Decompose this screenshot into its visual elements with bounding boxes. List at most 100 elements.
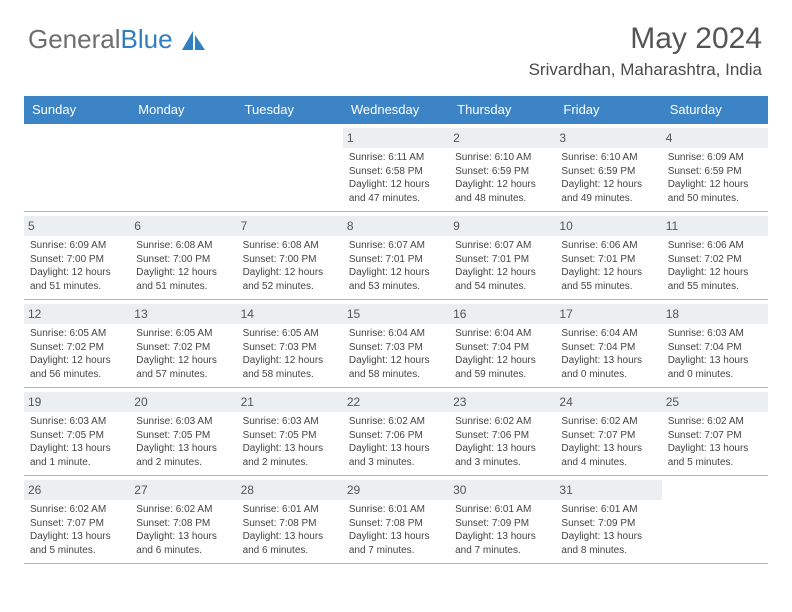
calendar-header-cell: Wednesday	[343, 96, 449, 124]
day-detail-line: Daylight: 12 hours	[136, 354, 230, 368]
calendar-header-cell: Sunday	[24, 96, 130, 124]
day-number: 5	[24, 216, 130, 236]
day-detail-line: Sunrise: 6:02 AM	[561, 415, 655, 429]
day-detail-line: and 59 minutes.	[455, 368, 549, 382]
day-number: 23	[449, 392, 555, 412]
day-number: 16	[449, 304, 555, 324]
day-detail-line: Sunrise: 6:02 AM	[30, 503, 124, 517]
day-details: Sunrise: 6:11 AMSunset: 6:58 PMDaylight:…	[349, 151, 443, 205]
calendar-day: 10Sunrise: 6:06 AMSunset: 7:01 PMDayligh…	[555, 212, 661, 299]
day-detail-line: Sunset: 7:05 PM	[136, 429, 230, 443]
calendar-header-cell: Friday	[555, 96, 661, 124]
day-detail-line: Daylight: 12 hours	[349, 178, 443, 192]
day-detail-line: Daylight: 12 hours	[136, 266, 230, 280]
calendar: SundayMondayTuesdayWednesdayThursdayFrid…	[24, 96, 768, 564]
calendar-day: 30 Sunrise: 6:01 AMSunset: 7:09 PMDayligh…	[449, 476, 555, 563]
day-details: Sunrise: 6:01 AMSunset: 7:09 PMDaylight:…	[455, 503, 549, 557]
calendar-day: 14Sunrise: 6:05 AMSunset: 7:03 PMDayligh…	[237, 300, 343, 387]
day-detail-line: Sunrise: 6:05 AM	[243, 327, 337, 341]
day-detail-line: Sunrise: 6:10 AM	[455, 151, 549, 165]
day-number	[24, 128, 130, 148]
page-title: May 2024	[630, 22, 762, 56]
day-details: Sunrise: 6:02 AMSunset: 7:06 PMDaylight:…	[455, 415, 549, 469]
calendar-day: 13Sunrise: 6:05 AMSunset: 7:02 PMDayligh…	[130, 300, 236, 387]
day-detail-line: Sunset: 7:02 PM	[30, 341, 124, 355]
brand-part2: Blue	[121, 24, 173, 54]
day-detail-line: and 56 minutes.	[30, 368, 124, 382]
day-details: Sunrise: 6:09 AMSunset: 7:00 PMDaylight:…	[30, 239, 124, 293]
day-detail-line: Sunset: 7:08 PM	[349, 517, 443, 531]
day-number: 18	[662, 304, 768, 324]
day-detail-line: and 5 minutes.	[668, 456, 762, 470]
day-detail-line: Daylight: 12 hours	[668, 178, 762, 192]
day-detail-line: Sunset: 7:01 PM	[455, 253, 549, 267]
day-detail-line: Sunrise: 6:04 AM	[561, 327, 655, 341]
day-number	[662, 480, 768, 500]
day-detail-line: Sunrise: 6:03 AM	[243, 415, 337, 429]
day-number: 15	[343, 304, 449, 324]
day-detail-line: Sunrise: 6:02 AM	[136, 503, 230, 517]
day-detail-line: Daylight: 13 hours	[668, 442, 762, 456]
calendar-day: 22Sunrise: 6:02 AMSunset: 7:06 PMDayligh…	[343, 388, 449, 475]
day-detail-line: Sunset: 7:06 PM	[349, 429, 443, 443]
day-number: 19	[24, 392, 130, 412]
day-detail-line: and 6 minutes.	[243, 544, 337, 558]
calendar-week: 12Sunrise: 6:05 AMSunset: 7:02 PMDayligh…	[24, 300, 768, 388]
day-detail-line: Sunrise: 6:05 AM	[136, 327, 230, 341]
day-detail-line: Sunrise: 6:07 AM	[455, 239, 549, 253]
calendar-header-cell: Tuesday	[237, 96, 343, 124]
day-number: 31	[555, 480, 661, 500]
day-details: Sunrise: 6:03 AMSunset: 7:04 PMDaylight:…	[668, 327, 762, 381]
day-number: 30	[449, 480, 555, 500]
calendar-day: 15 Sunrise: 6:04 AMSunset: 7:03 PMDayligh…	[343, 300, 449, 387]
day-detail-line: Sunset: 6:59 PM	[455, 165, 549, 179]
day-details: Sunrise: 6:05 AMSunset: 7:02 PMDaylight:…	[30, 327, 124, 381]
day-detail-line: Sunrise: 6:08 AM	[243, 239, 337, 253]
day-detail-line: and 49 minutes.	[561, 192, 655, 206]
calendar-day: 21Sunrise: 6:03 AMSunset: 7:05 PMDayligh…	[237, 388, 343, 475]
day-details: Sunrise: 6:04 AMSunset: 7:03 PMDaylight:…	[349, 327, 443, 381]
day-detail-line: Sunset: 7:05 PM	[30, 429, 124, 443]
day-detail-line: Sunrise: 6:04 AM	[455, 327, 549, 341]
day-detail-line: Sunrise: 6:02 AM	[349, 415, 443, 429]
day-detail-line: Sunset: 7:01 PM	[561, 253, 655, 267]
day-number: 26	[24, 480, 130, 500]
calendar-header-cell: Thursday	[449, 96, 555, 124]
day-details: Sunrise: 6:06 AMSunset: 7:02 PMDaylight:…	[668, 239, 762, 293]
day-detail-line: Sunrise: 6:09 AM	[668, 151, 762, 165]
day-detail-line: Sunset: 7:09 PM	[561, 517, 655, 531]
day-details: Sunrise: 6:01 AMSunset: 7:09 PMDaylight:…	[561, 503, 655, 557]
calendar-body: 1Sunrise: 6:11 AMSunset: 6:58 PMDaylight…	[24, 124, 768, 564]
day-details: Sunrise: 6:05 AMSunset: 7:03 PMDaylight:…	[243, 327, 337, 381]
day-detail-line: and 50 minutes.	[668, 192, 762, 206]
day-detail-line: Sunrise: 6:03 AM	[30, 415, 124, 429]
calendar-day: 9Sunrise: 6:07 AMSunset: 7:01 PMDaylight…	[449, 212, 555, 299]
day-number: 13	[130, 304, 236, 324]
day-detail-line: Sunrise: 6:09 AM	[30, 239, 124, 253]
day-detail-line: Daylight: 13 hours	[561, 530, 655, 544]
day-number: 3	[555, 128, 661, 148]
day-details: Sunrise: 6:03 AMSunset: 7:05 PMDaylight:…	[136, 415, 230, 469]
day-detail-line: Sunset: 6:59 PM	[668, 165, 762, 179]
day-detail-line: Sunrise: 6:04 AM	[349, 327, 443, 341]
day-detail-line: Daylight: 12 hours	[455, 266, 549, 280]
day-number: 27	[130, 480, 236, 500]
day-detail-line: Daylight: 13 hours	[455, 442, 549, 456]
day-detail-line: and 8 minutes.	[561, 544, 655, 558]
calendar-day	[237, 124, 343, 211]
day-detail-line: and 3 minutes.	[349, 456, 443, 470]
day-detail-line: and 48 minutes.	[455, 192, 549, 206]
calendar-day: 16Sunrise: 6:04 AMSunset: 7:04 PMDayligh…	[449, 300, 555, 387]
day-detail-line: and 1 minute.	[30, 456, 124, 470]
day-detail-line: Sunset: 7:09 PM	[455, 517, 549, 531]
day-detail-line: and 0 minutes.	[668, 368, 762, 382]
day-detail-line: Sunset: 7:08 PM	[243, 517, 337, 531]
day-details: Sunrise: 6:07 AMSunset: 7:01 PMDaylight:…	[349, 239, 443, 293]
day-detail-line: Daylight: 12 hours	[561, 266, 655, 280]
day-detail-line: Sunrise: 6:01 AM	[243, 503, 337, 517]
day-detail-line: Daylight: 13 hours	[243, 530, 337, 544]
day-detail-line: Sunrise: 6:07 AM	[349, 239, 443, 253]
day-detail-line: and 5 minutes.	[30, 544, 124, 558]
day-details: Sunrise: 6:08 AMSunset: 7:00 PMDaylight:…	[243, 239, 337, 293]
day-detail-line: Sunset: 7:04 PM	[668, 341, 762, 355]
